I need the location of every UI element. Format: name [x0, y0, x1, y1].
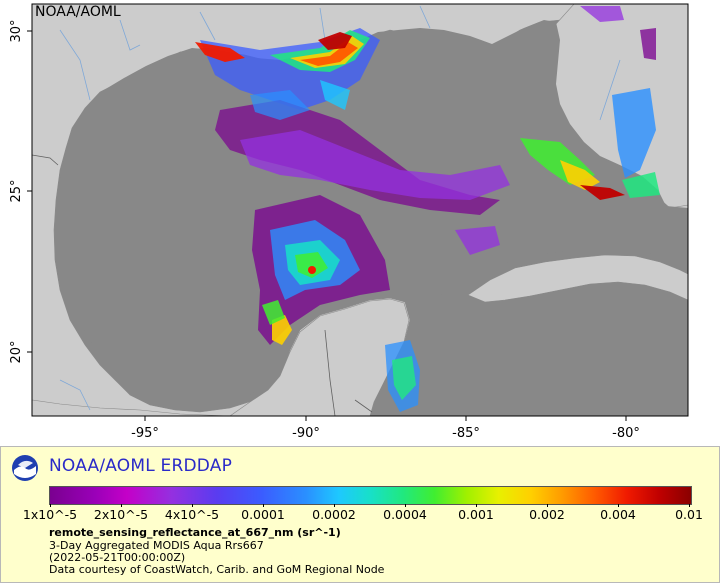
- gulf-water: [58, 20, 688, 406]
- credit-line: Data courtesy of CoastWatch, Carib. and …: [49, 563, 385, 576]
- colorbar-tick: [334, 504, 335, 507]
- colorbar-tick: [405, 504, 406, 507]
- dataset-name: 3-Day Aggregated MODIS Aqua Rrs667: [49, 539, 264, 552]
- colorbar-tick: [618, 504, 619, 507]
- x-tick-label: -85°: [452, 426, 480, 441]
- time-stamp: (2022-05-21T00:00:00Z): [49, 551, 186, 564]
- colorbar-tick: [192, 504, 193, 507]
- variable-name: remote_sensing_reflectance_at_667_nm (sr…: [49, 526, 341, 539]
- colorbar-tick: [547, 504, 548, 507]
- colorbar-tick-label: 0.001: [458, 507, 494, 522]
- colorbar-tick-label: 2x10^-5: [93, 507, 149, 522]
- colorbar-tick: [476, 504, 477, 507]
- colorbar-tick: [689, 504, 690, 507]
- map-border: [31, 3, 689, 417]
- colorbar-tick-label: 0.004: [600, 507, 636, 522]
- country-borders: [31, 154, 373, 417]
- colorbar-tick: [121, 504, 122, 507]
- hotspot-marker: [308, 266, 316, 274]
- colorbar-tick-label: 0.0004: [383, 507, 427, 522]
- reflectance-data-overlay: [195, 6, 660, 412]
- y-tick-label: 30°: [9, 19, 24, 42]
- x-tick-label: -80°: [612, 426, 640, 441]
- map-corner-label: NOAA/AOML: [35, 4, 121, 20]
- y-axis: 30° 25° 20°: [9, 19, 32, 364]
- legend-title: NOAA/AOML ERDDAP: [49, 456, 233, 476]
- x-axis: -95° -90° -85° -80°: [131, 416, 640, 441]
- colorbar-tick: [263, 504, 264, 507]
- colorbar-tick-label: 4x10^-5: [164, 507, 220, 522]
- x-tick-label: -95°: [131, 426, 159, 441]
- gulf-of-mexico-map[interactable]: 30° 25° 20° -95° -90° -85° -80°: [0, 0, 720, 445]
- y-tick-label: 20°: [9, 340, 24, 363]
- colorbar-tick-label: 0.0002: [312, 507, 356, 522]
- colorbar: [49, 486, 692, 505]
- colorbar-tick-label: 1x10^-5: [22, 507, 78, 522]
- x-tick-label: -90°: [292, 426, 320, 441]
- y-tick-label: 25°: [9, 179, 24, 202]
- colorbar-tick-label: 0.002: [529, 507, 565, 522]
- colorbar-tick-label: 0.01: [675, 507, 703, 522]
- colorbar-tick-label: 0.0001: [241, 507, 285, 522]
- noaa-logo-icon[interactable]: [11, 454, 39, 482]
- map-panel: 30° 25° 20° -95° -90° -85° -80° NOAA/AOM…: [0, 0, 720, 445]
- colorbar-tick: [50, 504, 51, 507]
- legend-panel: NOAA/AOML ERDDAP 1x10^-5 2x10^-5 4x10^-5…: [0, 446, 720, 583]
